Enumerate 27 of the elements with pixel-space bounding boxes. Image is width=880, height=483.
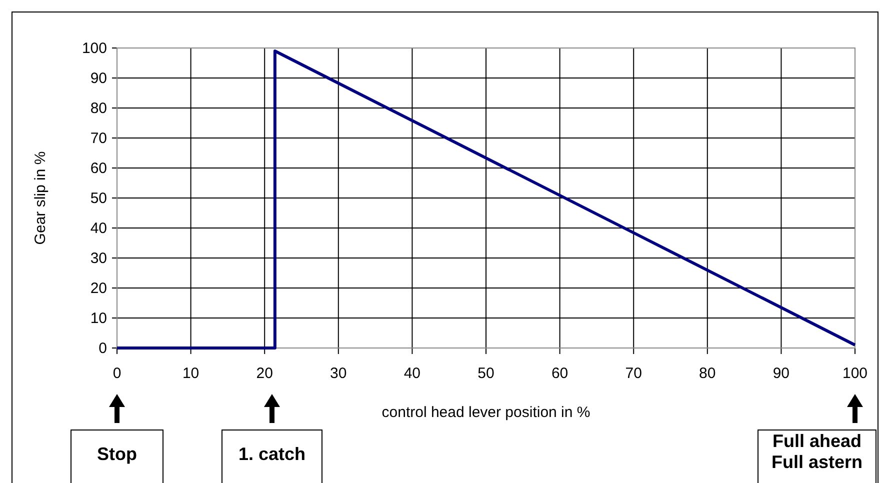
x-tick-label: 40	[404, 365, 421, 382]
x-tick-label: 90	[772, 365, 790, 382]
x-tick-label: 60	[551, 365, 568, 382]
y-tick-label: 30	[90, 250, 107, 267]
y-tick-label: 70	[90, 130, 107, 147]
y-tick-label: 90	[90, 70, 107, 87]
x-tick-label: 0	[112, 365, 122, 382]
y-tick-label: 10	[90, 310, 107, 327]
x-tick-label: 70	[625, 365, 642, 382]
y-axis-title: Gear slip in %	[32, 151, 49, 245]
y-tick-label: 60	[90, 160, 107, 177]
text: 1. catch	[238, 444, 306, 464]
x-tick-label: 50	[478, 365, 494, 382]
y-tick-label: 0	[98, 340, 107, 357]
x-tick-label: 10	[182, 365, 200, 382]
x-axis-title: control head lever position in %	[382, 404, 590, 421]
y-tick-label: 50	[90, 190, 107, 207]
x-tick-label: 80	[699, 365, 716, 382]
y-tick-label: 80	[90, 100, 107, 117]
x-tick-label: 20	[256, 365, 273, 382]
x-tick-label: 30	[330, 365, 347, 382]
y-tick-label: 100	[82, 40, 107, 57]
y-tick-label: 20	[90, 280, 107, 297]
x-tick-label: 100	[842, 365, 868, 382]
text: Full ahead Full astern	[771, 431, 863, 472]
y-tick-label: 40	[90, 220, 107, 237]
text: Stop	[97, 444, 137, 464]
